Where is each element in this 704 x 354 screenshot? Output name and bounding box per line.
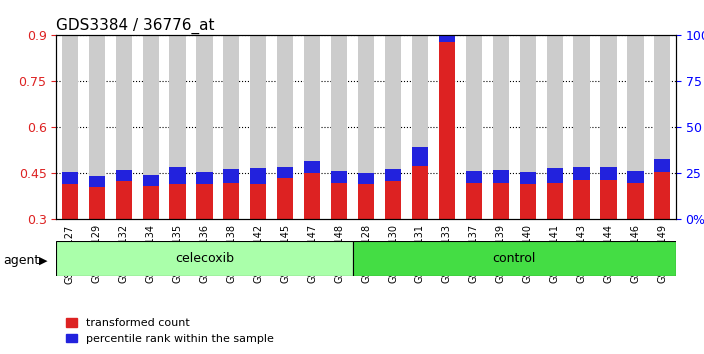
Bar (627, 35, 643, 219)
Bar (250, 35, 266, 219)
Bar (277, 167, 294, 178)
Bar (627, 171, 643, 183)
Text: celecoxib: celecoxib (175, 252, 234, 265)
Bar (62, 184, 78, 219)
Text: agent: agent (4, 254, 39, 267)
Bar (466, 183, 482, 219)
Bar (304, 173, 320, 219)
Bar (574, 35, 590, 219)
Bar (520, 172, 536, 184)
Legend: transformed count, percentile rank within the sample: transformed count, percentile rank withi… (62, 314, 279, 348)
Bar (520, 35, 536, 219)
Bar (439, 23, 455, 41)
Bar (520, 184, 536, 219)
Bar (331, 35, 347, 219)
Bar (627, 183, 643, 219)
Text: ▶: ▶ (39, 255, 47, 265)
Bar (546, 35, 562, 219)
Bar (250, 184, 266, 219)
Bar (358, 35, 374, 219)
Bar (493, 170, 509, 183)
Bar (223, 169, 239, 183)
Bar (385, 35, 401, 219)
Bar (223, 35, 239, 219)
Bar (331, 183, 347, 219)
Text: control: control (493, 252, 536, 265)
Bar (654, 35, 670, 219)
Bar (601, 35, 617, 219)
Bar (304, 35, 320, 219)
Bar (170, 35, 186, 219)
Bar (223, 183, 239, 219)
Bar (358, 172, 374, 184)
Bar (654, 159, 670, 172)
FancyBboxPatch shape (353, 241, 676, 276)
Bar (170, 167, 186, 184)
Bar (89, 35, 105, 219)
Bar (304, 161, 320, 173)
Bar (385, 181, 401, 219)
Bar (385, 169, 401, 181)
Bar (654, 172, 670, 219)
Bar (196, 184, 213, 219)
Bar (142, 186, 158, 219)
Bar (601, 179, 617, 219)
Bar (466, 35, 482, 219)
Bar (439, 35, 455, 219)
Bar (170, 184, 186, 219)
Bar (115, 181, 132, 219)
Bar (412, 147, 428, 166)
Bar (277, 178, 294, 219)
Bar (89, 176, 105, 187)
Bar (493, 35, 509, 219)
Bar (142, 175, 158, 186)
Bar (546, 168, 562, 183)
Bar (439, 41, 455, 219)
Bar (196, 35, 213, 219)
Bar (277, 35, 294, 219)
Bar (574, 179, 590, 219)
Text: GDS3384 / 36776_at: GDS3384 / 36776_at (56, 18, 215, 34)
Bar (412, 166, 428, 219)
Bar (115, 35, 132, 219)
Bar (250, 168, 266, 184)
Bar (358, 184, 374, 219)
Bar (493, 183, 509, 219)
Bar (546, 183, 562, 219)
Bar (142, 35, 158, 219)
FancyBboxPatch shape (56, 241, 353, 276)
Bar (89, 187, 105, 219)
Bar (115, 170, 132, 181)
Bar (331, 171, 347, 183)
Bar (62, 35, 78, 219)
Bar (196, 172, 213, 184)
Bar (574, 167, 590, 179)
Bar (466, 171, 482, 183)
Bar (412, 35, 428, 219)
Bar (62, 172, 78, 184)
Bar (601, 167, 617, 179)
